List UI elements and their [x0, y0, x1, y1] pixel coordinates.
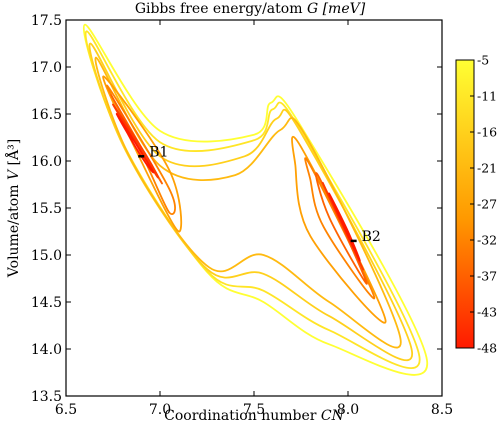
y-tick-label-1: 14.0 — [31, 342, 62, 358]
title-symbol: G — [307, 1, 318, 17]
contour-line-10 — [112, 103, 160, 179]
colorbar-tick-label-1: -11 — [477, 89, 497, 104]
y-tick-label-6: 16.5 — [31, 107, 62, 123]
colorbar-tick-label-6: -37 — [477, 269, 497, 284]
y-tick-label-4: 15.5 — [31, 201, 62, 217]
colorbar-tick-label-5: -32 — [477, 233, 497, 248]
y-tick-label-3: 15.0 — [31, 248, 62, 264]
x-tick-label-2: 7.5 — [243, 402, 265, 418]
colorbar-tick-label-4: -27 — [477, 197, 497, 212]
contour-lines — [82, 23, 428, 376]
colorbar-ticks: -5 -11 -16 -21 -27 -32 -37 -43 -48 — [470, 53, 497, 356]
colorbar-tick-label-7: -43 — [477, 305, 497, 320]
y-tick-label-7: 17.0 — [31, 60, 62, 76]
x-axis-ticks: 6.5 7.0 7.5 8.0 8.5 — [55, 20, 453, 418]
plot-frame — [65, 19, 443, 397]
minimum-label-1: B2 — [362, 229, 381, 245]
x-tick-label-1: 7.0 — [149, 402, 171, 418]
colorbar-tick-label-3: -21 — [477, 161, 497, 176]
colorbar-tick-label-2: -16 — [477, 125, 497, 140]
colorbar-tick-label-0: -5 — [477, 53, 489, 68]
contour-line-0 — [82, 23, 428, 376]
minima-markers: B1 B2 — [138, 144, 381, 245]
x-tick-label-3: 8.0 — [337, 402, 359, 418]
contour-line-3 — [94, 56, 402, 349]
chart-title: Gibbs free energy/atom G [meV] — [135, 1, 366, 17]
y-axis-ticks: 13.5 14.0 14.5 15.0 15.5 16.0 16.5 17.0 17.5 — [31, 13, 442, 405]
x-tick-label-4: 8.5 — [431, 402, 453, 418]
y-tick-label-8: 17.5 — [31, 13, 62, 29]
x-axis-label: Coordination number CN — [164, 408, 344, 424]
contour-line-12 — [115, 113, 155, 174]
contour-line-2 — [88, 42, 413, 362]
title-text: Gibbs free energy/atom — [135, 1, 303, 17]
y-tick-label-0: 13.5 — [31, 389, 62, 405]
x-tick-label-0: 6.5 — [55, 402, 77, 418]
y-tick-label-2: 14.5 — [31, 295, 62, 311]
title-unit: [meV] — [323, 1, 366, 17]
y-tick-label-5: 16.0 — [31, 154, 62, 170]
colorbar-tick-label-8: -48 — [477, 341, 497, 356]
y-axis-label: Volume/atom V [Å³] — [4, 139, 22, 278]
contour-line-13 — [328, 192, 361, 262]
contour-line-1 — [84, 30, 421, 369]
minimum-label-0: B1 — [149, 144, 168, 160]
